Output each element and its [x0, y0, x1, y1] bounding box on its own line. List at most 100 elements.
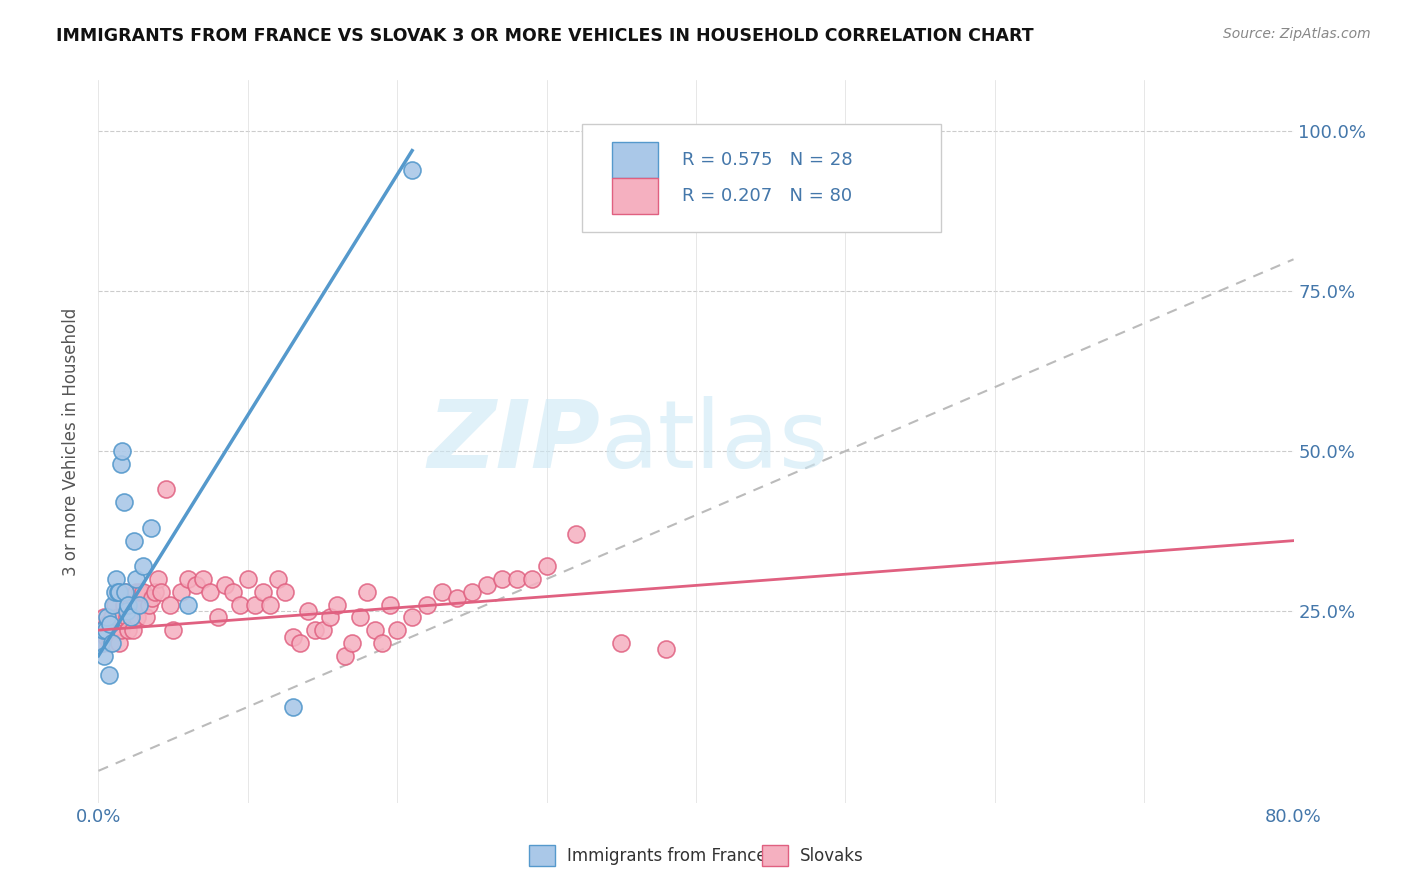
Point	[342, 636, 364, 650]
Point	[378, 598, 401, 612]
Point	[94, 630, 117, 644]
Point	[98, 616, 122, 631]
Point	[536, 559, 558, 574]
Bar	[613, 142, 658, 178]
Point	[107, 610, 129, 624]
Point	[148, 572, 170, 586]
Point	[655, 642, 678, 657]
Point	[281, 699, 304, 714]
Text: Source: ZipAtlas.com: Source: ZipAtlas.com	[1223, 27, 1371, 41]
Point	[124, 598, 146, 612]
Point	[520, 572, 543, 586]
Point	[121, 623, 143, 637]
Point	[90, 636, 112, 650]
Point	[177, 598, 200, 612]
Point	[281, 630, 304, 644]
Point	[101, 610, 124, 624]
Point	[98, 636, 122, 650]
Point	[115, 604, 138, 618]
Point	[222, 584, 245, 599]
Point	[112, 495, 135, 509]
Point	[114, 584, 136, 599]
Point	[120, 598, 142, 612]
Point	[94, 623, 117, 637]
Point	[288, 636, 311, 650]
Point	[90, 623, 112, 637]
Point	[138, 598, 160, 612]
Point	[430, 584, 453, 599]
Point	[364, 623, 387, 637]
Text: ZIP: ZIP	[427, 395, 600, 488]
Point	[319, 610, 342, 624]
Point	[229, 598, 252, 612]
Point	[159, 598, 181, 612]
Point	[610, 636, 633, 650]
Point	[252, 584, 274, 599]
Point	[108, 584, 131, 599]
Text: atlas: atlas	[600, 395, 828, 488]
Point	[125, 584, 148, 599]
Point	[326, 598, 349, 612]
Bar	[762, 846, 787, 865]
Point	[103, 623, 125, 637]
Point	[236, 572, 259, 586]
Point	[128, 598, 150, 612]
Point	[103, 598, 125, 612]
Point	[143, 584, 166, 599]
Point	[96, 616, 118, 631]
Point	[97, 623, 120, 637]
Point	[96, 610, 118, 624]
Point	[311, 623, 333, 637]
Point	[349, 610, 371, 624]
Point	[107, 584, 129, 599]
Point	[93, 648, 115, 663]
Point	[506, 572, 529, 586]
Point	[110, 623, 132, 637]
Point	[155, 483, 177, 497]
Point	[274, 584, 297, 599]
Point	[177, 572, 200, 586]
Y-axis label: 3 or more Vehicles in Household: 3 or more Vehicles in Household	[62, 308, 80, 575]
Point	[475, 578, 498, 592]
Point	[207, 610, 229, 624]
Text: R = 0.207   N = 80: R = 0.207 N = 80	[682, 187, 852, 205]
Point	[141, 591, 163, 606]
Point	[120, 610, 142, 624]
Point	[115, 610, 138, 624]
Point	[105, 623, 128, 637]
Point	[104, 584, 127, 599]
Point	[461, 584, 484, 599]
Point	[169, 584, 191, 599]
Point	[114, 584, 136, 599]
Point	[446, 591, 468, 606]
Point	[150, 584, 173, 599]
Point	[128, 598, 150, 612]
Text: Immigrants from France: Immigrants from France	[567, 847, 766, 864]
Point	[162, 623, 184, 637]
Bar	[613, 178, 658, 214]
Point	[132, 584, 155, 599]
Point	[110, 457, 132, 471]
Point	[184, 578, 207, 592]
Point	[214, 578, 236, 592]
Point	[401, 610, 423, 624]
Point	[91, 623, 114, 637]
Point	[117, 598, 139, 612]
Point	[139, 521, 162, 535]
Point	[565, 527, 588, 541]
Point	[101, 636, 124, 650]
Point	[401, 162, 423, 177]
Point	[124, 533, 146, 548]
Point	[491, 572, 513, 586]
FancyBboxPatch shape	[582, 124, 941, 232]
Point	[104, 598, 127, 612]
Point	[111, 444, 134, 458]
Point	[135, 610, 157, 624]
Bar	[529, 846, 555, 865]
Point	[108, 636, 131, 650]
Point	[105, 572, 128, 586]
Point	[117, 623, 139, 637]
Point	[111, 610, 134, 624]
Point	[356, 584, 378, 599]
Point	[93, 610, 115, 624]
